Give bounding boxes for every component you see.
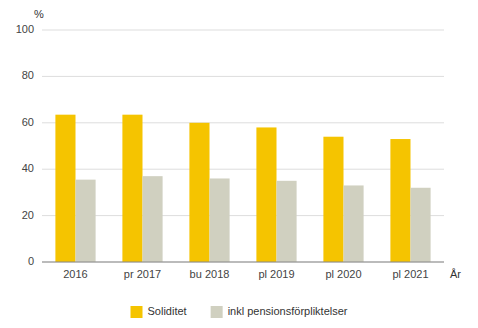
legend-label: inkl pensionsförpliktelser <box>228 305 348 317</box>
legend: Soliditet inkl pensionsförpliktelser <box>131 305 348 318</box>
x-tick-label: bu 2018 <box>190 268 230 280</box>
y-tick-label: 100 <box>16 23 34 35</box>
bar <box>210 178 230 262</box>
x-axis-label: År <box>450 268 461 280</box>
legend-swatch <box>131 306 143 318</box>
bar <box>344 185 364 262</box>
bar <box>76 180 96 262</box>
chart-container: 0 20 40 60 80 100 2016 pr 2017 bu 2018 pl 2019 pl … <box>0 0 478 328</box>
grid-line <box>42 76 444 77</box>
x-tick-label: pl 2021 <box>392 268 428 280</box>
bar <box>122 115 142 262</box>
bar <box>323 137 343 262</box>
y-axis-label: % <box>34 8 44 20</box>
bar <box>277 181 297 262</box>
y-tick-label: 60 <box>22 116 34 128</box>
x-axis-line <box>42 262 444 263</box>
y-tick-label: 20 <box>22 209 34 221</box>
grid-line <box>42 215 444 216</box>
grid-line <box>42 30 444 31</box>
bar <box>256 127 276 262</box>
grid-line <box>42 169 444 170</box>
legend-swatch <box>211 306 223 318</box>
bar <box>411 188 431 262</box>
y-tick-label: 0 <box>28 255 34 267</box>
chart-svg: 0 20 40 60 80 100 2016 pr 2017 bu 2018 pl 2019 pl … <box>0 0 478 328</box>
grid-line <box>42 262 444 263</box>
x-tick-label: pr 2017 <box>124 268 161 280</box>
bar <box>55 115 75 262</box>
grid-line <box>42 122 444 123</box>
y-tick-label: 40 <box>22 162 34 174</box>
y-tick-label: 80 <box>22 69 34 81</box>
bar <box>143 176 163 262</box>
bars <box>55 115 430 262</box>
x-tick-label: pl 2020 <box>325 268 361 280</box>
bar <box>189 123 209 262</box>
x-tick-label: pl 2019 <box>258 268 294 280</box>
bar <box>390 139 410 262</box>
x-tick-label: 2016 <box>63 268 87 280</box>
grid <box>42 30 444 262</box>
legend-label: Soliditet <box>148 305 187 317</box>
